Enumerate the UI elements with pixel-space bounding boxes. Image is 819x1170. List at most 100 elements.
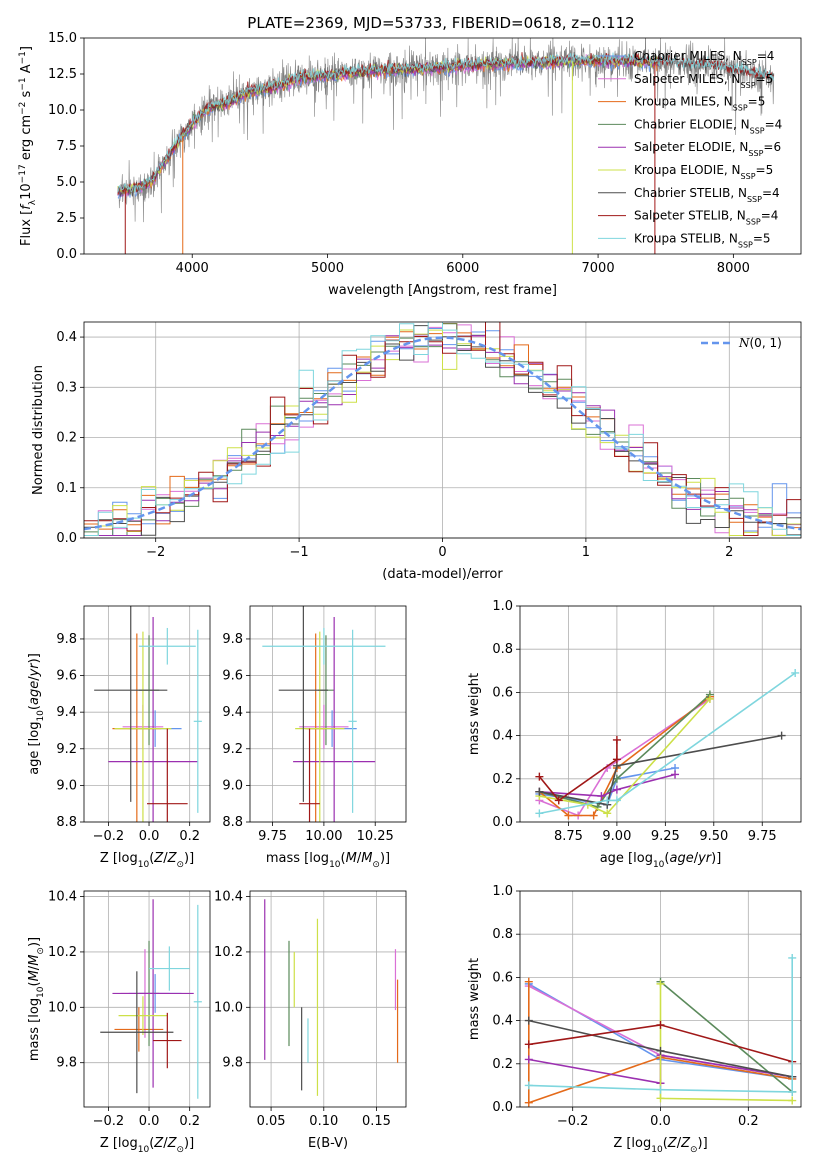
- plot-area: [524, 953, 797, 1107]
- y-tick-label: 9.8: [56, 632, 77, 647]
- errorbar-chabrier_stelib: [100, 971, 174, 1094]
- legend-label-chabrier_miles: Chabrier MILES, NSSP=4: [634, 49, 774, 67]
- errorbar-salpeter_stelib: [147, 728, 188, 822]
- x-tick-label: 0.15: [362, 1114, 391, 1129]
- data-point: [603, 796, 612, 805]
- panel-spectrum: 4000 5000 6000 7000 8000 0.0 2.5 5.0 7.5 10.0 12.5…: [18, 31, 802, 298]
- series-line: [659, 983, 793, 1102]
- plot-area: [117, 38, 775, 254]
- legend-label-kroupa_elodie: Kroupa ELODIE, NSSP=5: [634, 163, 773, 181]
- legend-label-kroupa_miles: Kroupa MILES, NSSP=5: [634, 95, 765, 113]
- x-tick-label: 0.2: [179, 829, 200, 844]
- series-kroupa_stelib: [535, 668, 800, 818]
- data-point: [656, 1094, 665, 1103]
- panel-weight_vs_age: 8.75 9.00 9.25 9.50 9.75 0.0 0.2 0.4 0.6 0.8 1.0 ag…: [467, 599, 802, 870]
- series-line: [539, 672, 796, 815]
- x-axis-label: mass [log10(M/M⊙)]: [266, 851, 390, 870]
- x-tick-label: 8.75: [554, 829, 583, 844]
- y-tick-label: 10.2: [48, 945, 77, 960]
- axes-frame: [83, 321, 802, 539]
- x-axis-label: age [log10(age/yr)]: [600, 851, 722, 870]
- y-tick-label: 0.4: [492, 729, 513, 744]
- y-tick-label: 9.0: [222, 778, 243, 793]
- y-tick-label: 9.4: [56, 705, 77, 720]
- model-spectrum-chabrier_miles: [117, 56, 659, 200]
- data-point: [564, 811, 573, 820]
- series-salpeter_elodie: [535, 770, 680, 801]
- series-salpeter_stelib: [535, 735, 621, 805]
- data-point: [612, 735, 621, 744]
- series-kroupa_elodie: [656, 979, 797, 1105]
- y-tick-label: 0.2: [492, 1057, 513, 1072]
- x-tick-label: 5000: [311, 261, 344, 276]
- x-axis-label: Z [log10(Z/Z⊙)]: [613, 1136, 707, 1155]
- x-tick-label: 9.75: [258, 829, 287, 844]
- x-tick-label: −0.2: [93, 829, 125, 844]
- axes-frame: [83, 37, 802, 255]
- legend-label-salpeter_miles: Salpeter MILES, NSSP=5: [634, 72, 773, 90]
- data-point: [612, 796, 621, 805]
- y-tick-label: 10.4: [214, 890, 243, 905]
- errorbar-salpeter_stelib: [299, 728, 320, 822]
- data-point: [535, 787, 544, 796]
- series-line: [528, 958, 793, 1093]
- errorbar-chabrier_stelib: [278, 606, 328, 802]
- y-tick-label: 15.0: [48, 31, 77, 46]
- y-tick-label: 0.0: [492, 1100, 513, 1115]
- data-point: [524, 1040, 533, 1049]
- axes-frame: [519, 890, 802, 1108]
- y-tick-label: 0.6: [492, 970, 513, 985]
- errorbar-kroupa_stelib: [262, 627, 386, 665]
- panel-weight_vs_Z: −0.2 0.0 0.2 0.0 0.2 0.4 0.6 0.8 1.0 Z [log10(Z/Z…: [467, 884, 802, 1155]
- errorbar-salpeter_elodie: [112, 899, 194, 1088]
- y-tick-label: 0.4: [492, 1014, 513, 1029]
- y-axis-label: Normed distribution: [31, 365, 46, 495]
- errorbar-chabrier_stelib: [94, 606, 168, 802]
- x-axis-label: wavelength [Angstrom, rest frame]: [328, 283, 557, 298]
- errorbar-kroupa_elodie: [118, 996, 168, 1035]
- y-axis-label: mass weight: [467, 958, 482, 1040]
- x-tick-label: 0: [438, 545, 446, 560]
- errorbar-kroupa_stelib: [138, 627, 196, 665]
- plot-area: [94, 606, 202, 822]
- panel-age_vs_Z: −0.2 0.0 0.2 8.8 9.0 9.2 9.4 9.6 9.8 Z [log10(Z/Z…: [27, 605, 211, 870]
- x-tick-label: 9.25: [651, 829, 680, 844]
- errorbar-salpeter_elodie: [108, 616, 198, 822]
- errorbar-kroupa_stelib: [193, 629, 202, 813]
- x-tick-label: 10.25: [357, 829, 394, 844]
- errorbar-salpeter_elodie: [293, 616, 376, 822]
- y-tick-label: 12.5: [48, 67, 77, 82]
- x-tick-label: −1: [290, 545, 309, 560]
- spectrum-legend: Chabrier MILES, NSSP=4 Salpeter MILES, NS…: [598, 49, 782, 249]
- y-tick-label: 7.5: [56, 139, 77, 154]
- x-tick-label: 6000: [446, 261, 479, 276]
- y-tick-label: 9.8: [56, 1056, 77, 1071]
- panel-mass_vs_ebv: 0.05 0.10 0.15 9.8 10.0 10.2 10.4 E(B-V): [214, 890, 407, 1151]
- errorbar-kroupa_miles: [114, 1007, 164, 1052]
- y-tick-label: 9.4: [222, 705, 243, 720]
- data-point: [524, 1016, 533, 1025]
- histogram-salpeter_stelib: [84, 322, 801, 536]
- errorbar-kroupa_stelib: [193, 904, 202, 1099]
- x-tick-label: 0.05: [257, 1114, 286, 1129]
- data-point: [612, 785, 621, 794]
- axes-frame: [83, 890, 211, 1108]
- y-tick-label: 9.2: [222, 742, 243, 757]
- legend-label-chabrier_stelib: Chabrier STELIB, NSSP=4: [634, 186, 780, 204]
- panel-residuals: −2 −1 0 1 2 0.0 0.1 0.2 0.3 0.4 N(0, 1) (data-model…: [31, 321, 802, 582]
- y-tick-label: 0.0: [56, 531, 77, 546]
- axes-frame: [83, 605, 211, 823]
- y-tick-label: 9.2: [56, 742, 77, 757]
- y-tick-label: 0.4: [56, 330, 77, 345]
- data-point: [554, 796, 563, 805]
- plot-area: [535, 668, 800, 820]
- y-tick-label: 9.0: [56, 778, 77, 793]
- axes-frame: [249, 605, 407, 823]
- x-tick-label: 0.2: [179, 1114, 200, 1129]
- data-point: [788, 953, 797, 962]
- data-point: [603, 809, 612, 818]
- data-point: [791, 668, 800, 677]
- y-tick-label: 0.3: [56, 380, 77, 395]
- y-tick-label: 0.1: [56, 481, 77, 496]
- x-tick-label: −0.2: [93, 1114, 125, 1129]
